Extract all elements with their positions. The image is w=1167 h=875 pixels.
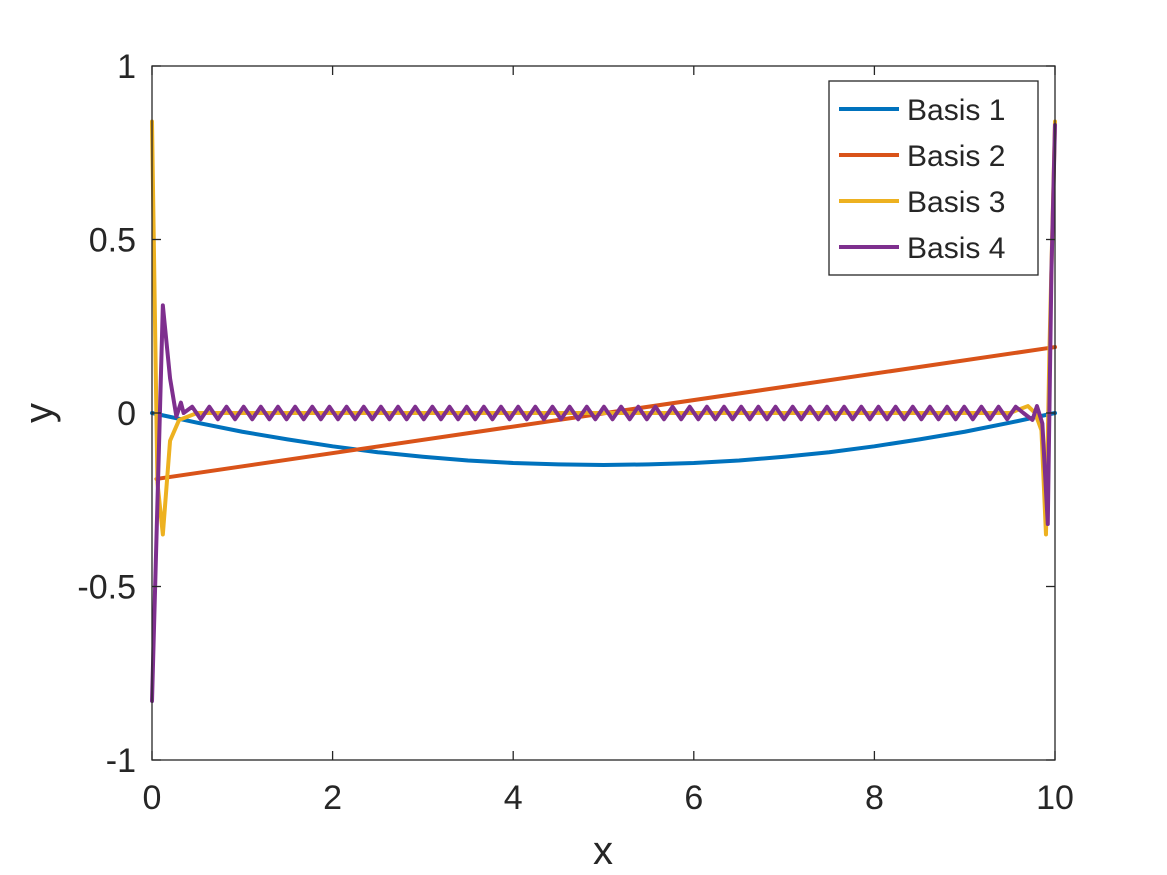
legend-label-basis-3: Basis 3	[907, 186, 1005, 219]
series-line-basis-1	[150, 411, 1057, 468]
x-tick-label: 0	[143, 779, 162, 817]
y-tick-label: 0.5	[89, 222, 136, 260]
legend-label-basis-4: Basis 4	[907, 232, 1005, 265]
axes: 0 2 4 6 8 10 -1 -0.5 0 0.5 1	[77, 48, 1074, 817]
x-tick-label: 6	[684, 779, 703, 817]
series-line-basis-4	[150, 122, 1057, 704]
y-tick-label: 1	[117, 48, 136, 86]
x-tick-label: 4	[504, 779, 523, 817]
y-tick-label: 0	[117, 395, 136, 433]
x-tick-label: 2	[323, 779, 342, 817]
y-tick-label: -0.5	[77, 569, 136, 607]
series-layer	[150, 119, 1057, 704]
series-line-basis-3	[150, 119, 1057, 537]
legend-label-basis-2: Basis 2	[907, 140, 1005, 173]
x-axis-label: x	[593, 829, 613, 873]
legend-label-basis-1: Basis 1	[907, 94, 1005, 127]
legend: Basis 1 Basis 2 Basis 3 Basis 4	[828, 80, 1039, 276]
x-tick-label: 10	[1036, 779, 1074, 817]
x-tick-label: 8	[865, 779, 884, 817]
y-tick-label: -1	[106, 742, 136, 780]
y-axis-label: y	[17, 403, 61, 423]
legend-box	[828, 80, 1039, 276]
